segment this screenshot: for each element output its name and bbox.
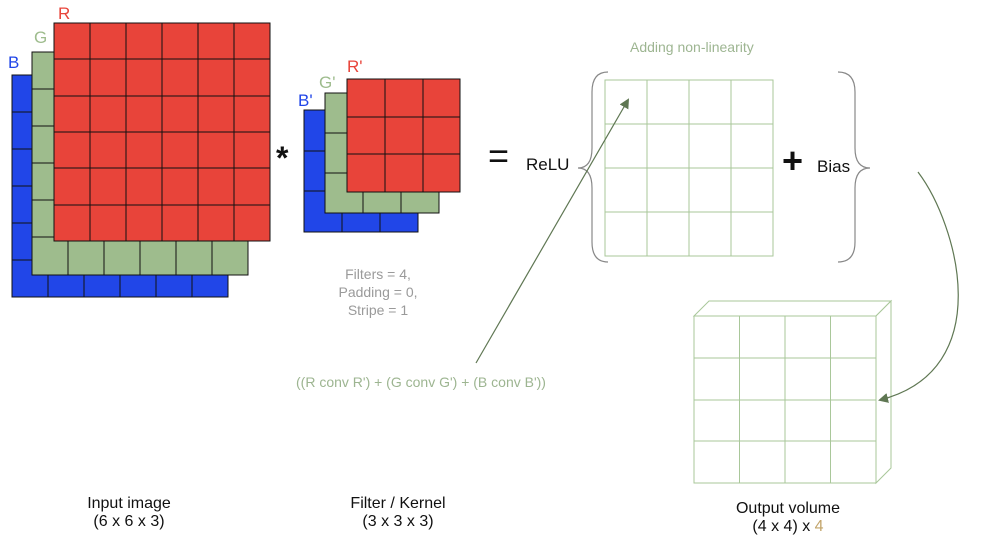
output-volume [692, 299, 893, 485]
output-caption-title: Output volume [735, 500, 841, 517]
filter-red-channel [346, 78, 461, 193]
input-image-stack [11, 22, 271, 298]
filter-caption-title: Filter / Kernel [350, 495, 446, 512]
filter-caption-dims: (3 x 3 x 3) [362, 513, 434, 531]
filter-param-stripe: Stripe = 1 [347, 302, 409, 319]
left-curly-brace [577, 71, 609, 263]
formula-arrow [475, 98, 630, 364]
filter-params: Filters = 4, Padding = 0, Stripe = 1 [323, 265, 433, 320]
relu-title: Adding non-linearity [630, 39, 754, 55]
filter-g-label: G' [319, 73, 336, 92]
bias-label: Bias [817, 157, 851, 176]
filter-caption: Filter / Kernel (3 x 3 x 3) [318, 495, 478, 532]
output-arrow [878, 171, 959, 403]
convolve-operator: * [276, 140, 289, 176]
input-b-label: B [8, 53, 20, 72]
input-red-channel [53, 22, 271, 242]
input-r-label: R [58, 4, 71, 23]
convolution-formula: ((R conv R') + (G conv G') + (B conv B')… [296, 374, 546, 390]
right-curly-brace [837, 71, 871, 263]
filter-r-label: R' [347, 57, 363, 76]
equals-operator: = [488, 135, 510, 176]
feature-map-grid [604, 79, 774, 257]
input-caption-title: Input image [87, 495, 171, 512]
filter-b-label: B' [298, 91, 313, 110]
input-caption-dims: (6 x 6 x 3) [93, 513, 165, 531]
input-g-label: G [34, 28, 48, 47]
filter-param-padding: Padding = 0, [338, 284, 418, 301]
plus-operator: + [782, 140, 804, 181]
output-caption-dims: (4 x 4) x 4 [752, 518, 824, 536]
input-caption: Input image (6 x 6 x 3) [49, 495, 209, 532]
output-caption: Output volume (4 x 4) x 4 [708, 500, 868, 537]
relu-label: ReLU [526, 155, 570, 174]
filter-kernel-stack [303, 78, 461, 233]
output-depth-value: 4 [814, 518, 824, 536]
filter-param-filters: Filters = 4, [345, 266, 411, 282]
